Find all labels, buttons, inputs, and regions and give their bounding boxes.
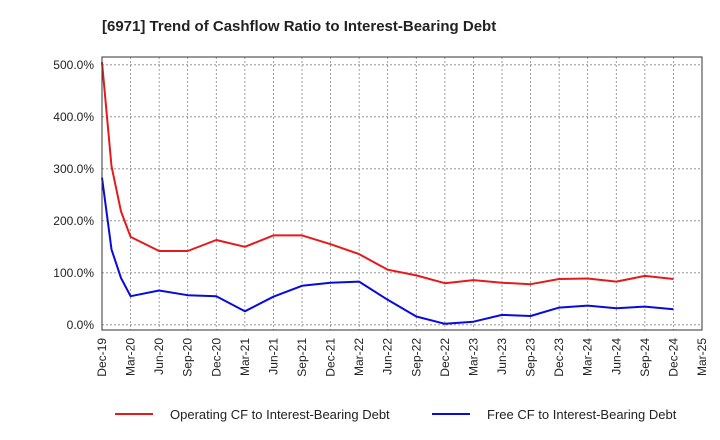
y-tick-label: 400.0%: [53, 110, 94, 124]
y-tick-label: 300.0%: [53, 162, 94, 176]
x-tick-label: Dec-20: [209, 338, 223, 377]
x-tick-label: Sep-20: [181, 338, 195, 377]
x-tick-label: Mar-25: [695, 338, 709, 376]
x-tick-label: Dec-22: [438, 338, 452, 377]
x-tick-label: Sep-23: [524, 338, 538, 377]
y-tick-label: 0.0%: [67, 318, 95, 332]
y-tick-label: 200.0%: [53, 214, 94, 228]
y-axis: 0.0% 100.0% 200.0% 300.0% 400.0% 500.0%: [53, 58, 94, 332]
series-layer: [101, 62, 674, 325]
x-tick-label: Jun-21: [266, 338, 280, 375]
x-tick-label: Sep-21: [295, 338, 309, 377]
series-line-1: [101, 62, 674, 286]
x-tick-label: Mar-24: [581, 338, 595, 376]
x-tick-label: Dec-24: [666, 338, 680, 377]
x-tick-label: Mar-22: [352, 338, 366, 376]
legend-label-1: Operating CF to Interest-Bearing Debt: [170, 407, 390, 422]
plot-frame: [101, 56, 703, 331]
chart-title: [6971] Trend of Cashflow Ratio to Intere…: [102, 18, 496, 35]
y-tick-label: 500.0%: [53, 58, 94, 72]
legend: Operating CF to Interest-Bearing Debt Fre…: [115, 407, 677, 422]
x-axis: Dec-19 Mar-20 Jun-20 Sep-20 Dec-20 Mar-21 Jun-…: [95, 338, 709, 377]
legend-label-2: Free CF to Interest-Bearing Debt: [487, 407, 677, 422]
x-tick-label: Jun-24: [609, 338, 623, 375]
x-tick-label: Mar-23: [466, 338, 480, 376]
x-tick-label: Jun-22: [381, 338, 395, 375]
x-tick-label: Dec-21: [324, 338, 338, 377]
x-tick-label: Jun-23: [495, 338, 509, 375]
x-tick-label: Dec-23: [552, 338, 566, 377]
x-tick-label: Sep-22: [409, 338, 423, 377]
series-line-2: [101, 177, 674, 325]
x-tick-label: Dec-19: [95, 338, 109, 377]
x-tick-label: Sep-24: [638, 338, 652, 377]
grid-layer: [101, 57, 703, 330]
x-tick-label: Mar-20: [124, 338, 138, 376]
x-tick-label: Jun-20: [152, 338, 166, 375]
y-tick-label: 100.0%: [53, 266, 94, 280]
x-tick-label: Mar-21: [238, 338, 252, 376]
